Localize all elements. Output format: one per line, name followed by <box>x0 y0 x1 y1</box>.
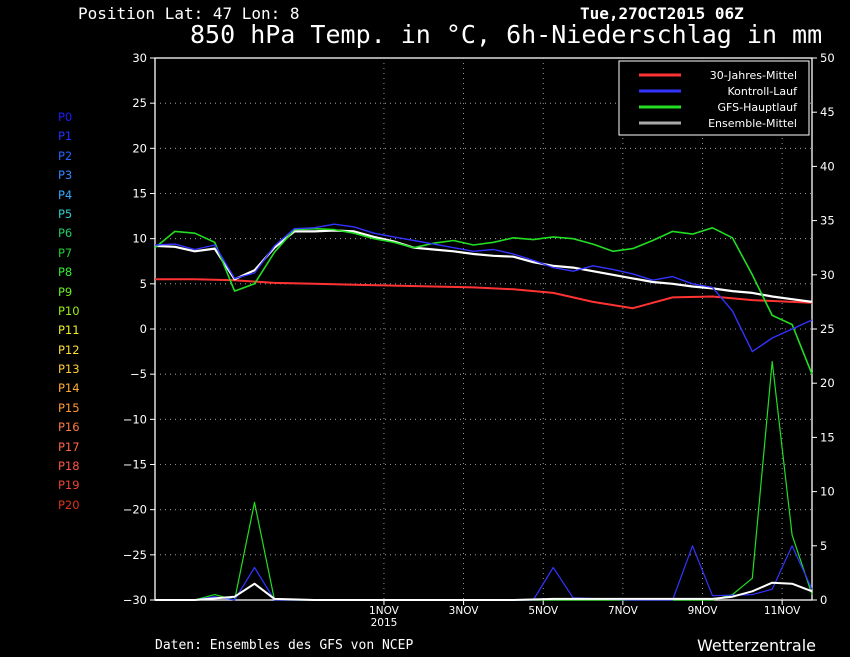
series-line-3 <box>154 223 813 353</box>
y-right-tick-label: 50 <box>820 51 835 65</box>
y-right-tick-label: 35 <box>820 214 835 228</box>
y-right-tick-label: 5 <box>820 539 827 553</box>
y-left-tick-label: 25 <box>132 96 147 110</box>
y-left-tick-label: −25 <box>123 548 147 562</box>
x-tick-label: 7NOV <box>608 605 639 617</box>
plot-frame <box>154 57 813 601</box>
member-label-p15: P15 <box>58 400 80 415</box>
brand-label: Wetterzentrale <box>697 636 817 655</box>
member-label-p1: P1 <box>58 129 73 144</box>
series-group <box>154 223 813 601</box>
member-label-p3: P3 <box>58 168 73 183</box>
x-tick-label: 9NOV <box>688 605 719 617</box>
member-label-p9: P9 <box>58 284 73 299</box>
legend-label: GFS-Hauptlauf <box>717 101 798 114</box>
y-right-tick-label: 30 <box>820 268 835 282</box>
legend-label: Kontroll-Lauf <box>728 85 799 98</box>
y-left-tick-label: −5 <box>130 367 147 381</box>
y-left-tick-label: −10 <box>123 412 147 426</box>
y-left-tick-label: 0 <box>140 322 147 336</box>
series-line-0 <box>155 278 813 310</box>
y-left-tick-label: 30 <box>132 51 147 65</box>
y-right-tick-label: 20 <box>820 376 835 390</box>
member-label-p6: P6 <box>58 226 73 241</box>
member-label-p2: P2 <box>58 148 73 163</box>
y-left-tick-label: −20 <box>123 503 147 517</box>
y-right-tick-label: 0 <box>820 593 827 607</box>
member-label-p18: P18 <box>58 459 80 474</box>
x-tick-label: 5NOV <box>528 605 559 617</box>
legend-label: Ensemble-Mittel <box>708 117 797 130</box>
legend: 30-Jahres-Mittel Kontroll-Lauf GFS-Hauptla… <box>618 60 810 136</box>
member-label-p5: P5 <box>58 206 73 221</box>
x-tick-label: 1NOV <box>369 605 400 617</box>
y-left-tick-label: 15 <box>132 187 147 201</box>
member-label-p17: P17 <box>58 439 80 454</box>
y-left-tick-label: 5 <box>140 277 147 291</box>
member-label-p13: P13 <box>58 362 80 377</box>
series-line-5 <box>194 545 813 601</box>
y-right-tick-label: 10 <box>820 485 835 499</box>
y-right-tick-label: 15 <box>820 430 835 444</box>
x-tick-label: 3NOV <box>449 605 480 617</box>
member-label-p4: P4 <box>58 187 73 202</box>
chart-title: 850 hPa Temp. in °C, 6h-Niederschlag in … <box>190 20 823 49</box>
x-tick-label: 11NOV <box>764 605 801 617</box>
y-left-tick-label: 10 <box>132 232 147 246</box>
member-label-p12: P12 <box>58 342 80 357</box>
member-label-p19: P19 <box>58 478 80 493</box>
member-label-p11: P11 <box>58 323 80 338</box>
member-label-p7: P7 <box>58 245 73 260</box>
x-tick-sublabel: 2015 <box>371 617 398 629</box>
series-line-4 <box>194 360 813 601</box>
y-left-tick-label: −15 <box>123 458 147 472</box>
series-line-1 <box>154 229 813 303</box>
member-label-p10: P10 <box>58 303 80 318</box>
position-label: Position Lat: 47 Lon: 8 <box>78 4 300 23</box>
y-right-tick-label: 45 <box>820 105 835 119</box>
member-label-p14: P14 <box>58 381 80 396</box>
legend-label: 30-Jahres-Mittel <box>710 69 797 82</box>
y-right-tick-label: 25 <box>820 322 835 336</box>
member-label-p8: P8 <box>58 265 73 280</box>
series-line-6 <box>155 581 813 601</box>
run-datetime: Tue,27OCT2015 06Z <box>580 4 744 23</box>
series-line-2 <box>154 227 813 375</box>
ensemble-member-list: P0 P1 P2 P3 P4 P5 P6 P7 P8 P9 P10 P11 P12 P13 P14 P15 P1… <box>58 108 80 515</box>
y-right-tick-label: 40 <box>820 159 835 173</box>
y-left-tick-label: 20 <box>132 141 147 155</box>
data-source-label: Daten: Ensembles des GFS von NCEP <box>155 638 414 653</box>
member-label-p20: P20 <box>58 497 80 512</box>
y-left-tick-label: −30 <box>123 593 147 607</box>
member-label-p0: P0 <box>58 110 73 124</box>
member-label-p16: P16 <box>58 420 80 435</box>
